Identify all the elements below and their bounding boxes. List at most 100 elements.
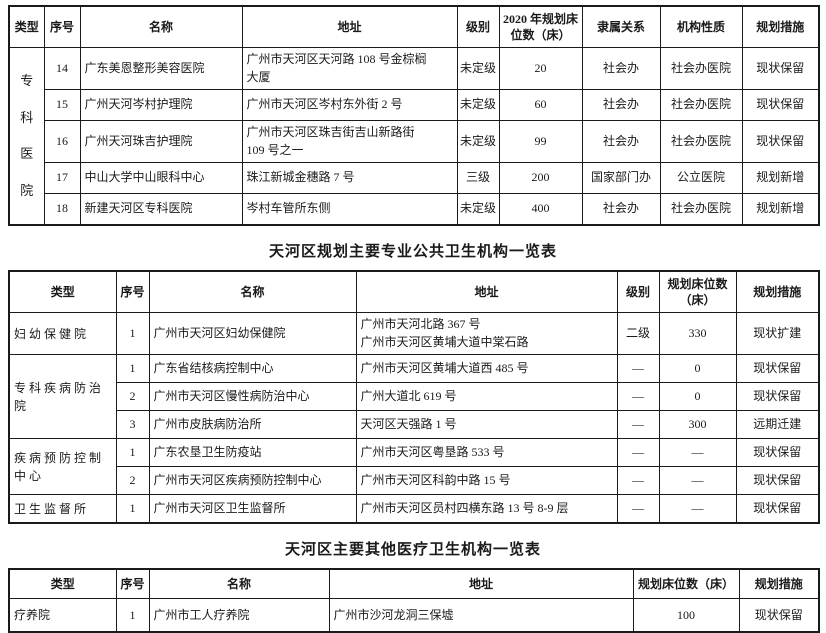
cell-level: — <box>616 354 660 384</box>
cell-no: 1 <box>115 494 150 524</box>
cell-level: — <box>616 494 660 524</box>
column-header: 序号 <box>115 568 150 600</box>
row-group-type: 妇幼保健院 <box>8 312 117 356</box>
document-page: 类型 序号 名称 地址 级别 2020 年规划床位数（床） 隶属关系 机构性质 规划措施 专科医… <box>8 5 820 633</box>
column-header: 规划措施 <box>738 568 820 600</box>
cell-address: 广州市沙河龙洞三保墟 <box>328 598 634 633</box>
cell-name: 广州市工人疗养院 <box>148 598 330 633</box>
cell-address: 广州市天河区黄埔大道西 485 号 <box>355 354 618 384</box>
cell-measure: 现状保留 <box>735 438 820 468</box>
cell-measure: 远期迁建 <box>735 410 820 440</box>
cell-name: 新建天河区专科医院 <box>79 192 243 226</box>
cell-beds: 200 <box>498 161 583 194</box>
cell-beds: — <box>658 466 737 496</box>
cell-address: 广州大道北 619 号 <box>355 382 618 412</box>
cell-name: 广州市皮肤病防治所 <box>148 410 357 440</box>
cell-measure: 现状保留 <box>735 354 820 384</box>
column-header: 类型 <box>8 270 117 314</box>
cell-level: — <box>616 410 660 440</box>
cell-address: 天河区天强路 1 号 <box>355 410 618 440</box>
cell-no: 3 <box>115 410 150 440</box>
cell-measure: 现状扩建 <box>735 312 820 356</box>
cell-name: 广州天河珠吉护理院 <box>79 120 243 163</box>
row-group-type: 卫生监督所 <box>8 494 117 524</box>
cell-measure: 现状保留 <box>738 598 820 633</box>
row-group-type: 专科医院 <box>8 47 45 226</box>
column-header: 2020 年规划床位数（床） <box>498 5 583 49</box>
cell-beds: 0 <box>658 382 737 412</box>
cell-nature: 社会办医院 <box>659 89 743 122</box>
cell-level: 三级 <box>456 161 500 194</box>
cell-measure: 现状保留 <box>735 382 820 412</box>
group-label-vertical: 专科医院 <box>20 73 34 198</box>
cell-measure: 现状保留 <box>735 494 820 524</box>
column-header: 序号 <box>43 5 81 49</box>
cell-measure: 现状保留 <box>741 89 820 122</box>
cell-address: 广州市天河区天河路 108 号金棕榈 大厦 <box>241 47 458 91</box>
cell-beds: 400 <box>498 192 583 226</box>
cell-beds: 0 <box>658 354 737 384</box>
table-row: 16 广州天河珠吉护理院 广州市天河区珠吉街吉山新路街 109 号之一 未定级 99 社会… <box>9 120 820 163</box>
column-header: 规划床位数（床） <box>632 568 740 600</box>
public-health-institutions-table: 类型 序号 名称 地址 级别 规划床位数（床） 规划措施 妇幼保健院 1 广州市天河区妇幼保健院… <box>8 269 820 525</box>
other-medical-institutions-table: 类型 序号 名称 地址 规划床位数（床） 规划措施 疗养院 1 广州市工人疗养院 广州市沙河龙洞… <box>8 568 820 633</box>
table-row: 妇幼保健院 1 广州市天河区妇幼保健院 广州市天河北路 367 号 广州市天河区黄埔大… <box>8 312 820 356</box>
cell-no: 2 <box>115 382 150 412</box>
public-health-table-title: 天河区规划主要专业公共卫生机构一览表 <box>268 243 557 260</box>
cell-beds: — <box>658 494 737 524</box>
cell-address: 广州市天河区员村四横东路 13 号 8-9 层 <box>355 494 618 524</box>
table-row: 疾病预防控制中心 1 广东农垦卫生防疫站 广州市天河区粤垦路 533 号 — — 现状保留 <box>8 438 820 496</box>
column-header: 地址 <box>355 270 618 314</box>
cell-name: 广州市天河区妇幼保健院 <box>148 312 357 356</box>
table-header-row: 类型 序号 名称 地址 级别 规划床位数（床） 规划措施 <box>8 270 820 314</box>
specialist-hospitals-table: 类型 序号 名称 地址 级别 2020 年规划床位数（床） 隶属关系 机构性质 规划措施 专科医… <box>8 5 820 226</box>
cell-no: 1 <box>115 312 150 356</box>
cell-no: 2 <box>115 466 150 496</box>
cell-address: 广州市天河区珠吉街吉山新路街 109 号之一 <box>241 120 458 163</box>
table-row: 疗养院 1 广州市工人疗养院 广州市沙河龙洞三保墟 100 现状保留 <box>8 598 820 633</box>
column-header: 级别 <box>616 270 660 314</box>
cell-nature: 社会办医院 <box>659 47 743 91</box>
cell-beds: 100 <box>632 598 740 633</box>
cell-affiliation: 社会办 <box>581 120 661 163</box>
cell-no: 1 <box>115 354 150 384</box>
column-header: 序号 <box>115 270 150 314</box>
column-header: 名称 <box>148 270 357 314</box>
cell-beds: 60 <box>498 89 583 122</box>
cell-measure: 现状保留 <box>741 47 820 91</box>
table-header-row: 类型 序号 名称 地址 规划床位数（床） 规划措施 <box>8 568 820 600</box>
column-header: 机构性质 <box>659 5 743 49</box>
table-row: 15 广州天河岑村护理院 广州市天河区岑村东外街 2 号未定级 60 社会办 社会办医院现… <box>9 89 820 122</box>
column-header: 级别 <box>456 5 500 49</box>
row-group-type: 疗养院 <box>8 598 117 633</box>
table-row: 17 中山大学中山眼科中心 珠江新城金穗路 7 号三级 200 国家部门办 公立医院 规划新… <box>9 161 820 194</box>
column-header: 名称 <box>148 568 330 600</box>
cell-address: 珠江新城金穗路 7 号 <box>241 161 458 194</box>
table-row: 2 广州市天河区疾病预防控制中心 广州市天河区科韵中路 15 号 — — 现状保留 <box>9 466 820 496</box>
cell-level: 二级 <box>616 312 660 356</box>
cell-name: 中山大学中山眼科中心 <box>79 161 243 194</box>
column-header: 地址 <box>328 568 634 600</box>
other-institutions-table-title: 天河区主要其他医疗卫生机构一览表 <box>284 542 541 559</box>
cell-no: 15 <box>43 89 81 122</box>
table-header-row: 类型 序号 名称 地址 级别 2020 年规划床位数（床） 隶属关系 机构性质 规划措施 <box>8 5 820 49</box>
cell-beds: 330 <box>658 312 737 356</box>
table-row: 3 广州市皮肤病防治所 天河区天强路 1 号 —300 远期迁建 <box>9 410 820 440</box>
cell-address: 广州市天河区粤垦路 533 号 <box>355 438 618 468</box>
cell-affiliation: 社会办 <box>581 47 661 91</box>
cell-level: 未定级 <box>456 120 500 163</box>
column-header: 规划措施 <box>735 270 820 314</box>
column-header: 地址 <box>241 5 458 49</box>
cell-no: 1 <box>115 598 150 633</box>
cell-address: 广州市天河北路 367 号 广州市天河区黄埔大道中棠石路 <box>355 312 618 356</box>
column-header: 隶属关系 <box>581 5 661 49</box>
cell-level: — <box>616 382 660 412</box>
cell-name: 广州市天河区疾病预防控制中心 <box>148 466 357 496</box>
row-group-type: 专科疾病防治院 <box>8 354 117 440</box>
cell-name: 广州市天河区慢性病防治中心 <box>148 382 357 412</box>
table-row: 2 广州市天河区慢性病防治中心 广州大道北 619 号 —0 现状保留 <box>9 382 820 412</box>
cell-name: 广东农垦卫生防疫站 <box>148 438 357 468</box>
table-row: 专科医院 14 广东美恩整形美容医院 广州市天河区天河路 108 号金棕榈 大厦 未定级… <box>8 47 820 226</box>
cell-no: 17 <box>43 161 81 194</box>
column-header: 类型 <box>8 568 117 600</box>
